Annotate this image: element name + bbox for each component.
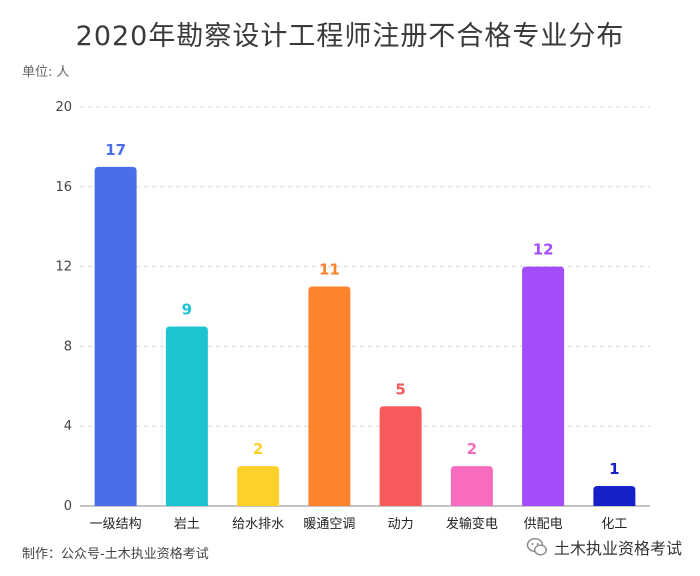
bar [165, 326, 208, 506]
x-tick-label: 供配电 [524, 517, 563, 532]
bar [450, 466, 493, 506]
y-tick-label: 20 [55, 100, 72, 115]
x-tick-label: 岩土 [174, 517, 200, 532]
bar-value-label: 17 [105, 141, 126, 159]
bar [522, 266, 565, 506]
wechat-logo-icon [526, 537, 547, 556]
bar-value-label: 9 [182, 300, 192, 318]
bar-value-label: 1 [609, 460, 619, 478]
y-tick-label: 16 [55, 180, 72, 195]
bar-value-label: 12 [533, 241, 554, 259]
bar-value-label: 11 [319, 261, 340, 279]
y-tick-label: 8 [64, 339, 72, 354]
y-tick-label: 4 [64, 419, 72, 434]
bar [94, 166, 137, 506]
bar [379, 406, 422, 506]
y-tick-label: 0 [64, 499, 72, 514]
footer-credit: 制作：公众号-土木执业资格考试 [22, 547, 209, 562]
bar-value-label: 2 [253, 440, 263, 458]
x-tick-label: 给水排水 [232, 517, 284, 532]
bar [237, 466, 280, 506]
bar-value-label: 5 [395, 380, 405, 398]
bar [308, 286, 351, 506]
x-tick-label: 化工 [601, 517, 627, 532]
x-tick-label: 一级结构 [90, 517, 142, 532]
bar-value-label: 2 [467, 440, 477, 458]
watermark: 土木执业资格考试 [526, 535, 682, 559]
watermark-text: 土木执业资格考试 [553, 539, 682, 558]
bar [593, 486, 636, 506]
x-tick-label: 动力 [388, 517, 414, 532]
unit-label: 单位: 人 [22, 65, 70, 80]
x-tick-label: 暖通空调 [303, 517, 355, 532]
x-tick-label: 发输变电 [446, 516, 498, 532]
y-tick-label: 12 [55, 260, 72, 275]
chart-title: 2020年勘察设计工程师注册不合格专业分布 [75, 21, 625, 52]
